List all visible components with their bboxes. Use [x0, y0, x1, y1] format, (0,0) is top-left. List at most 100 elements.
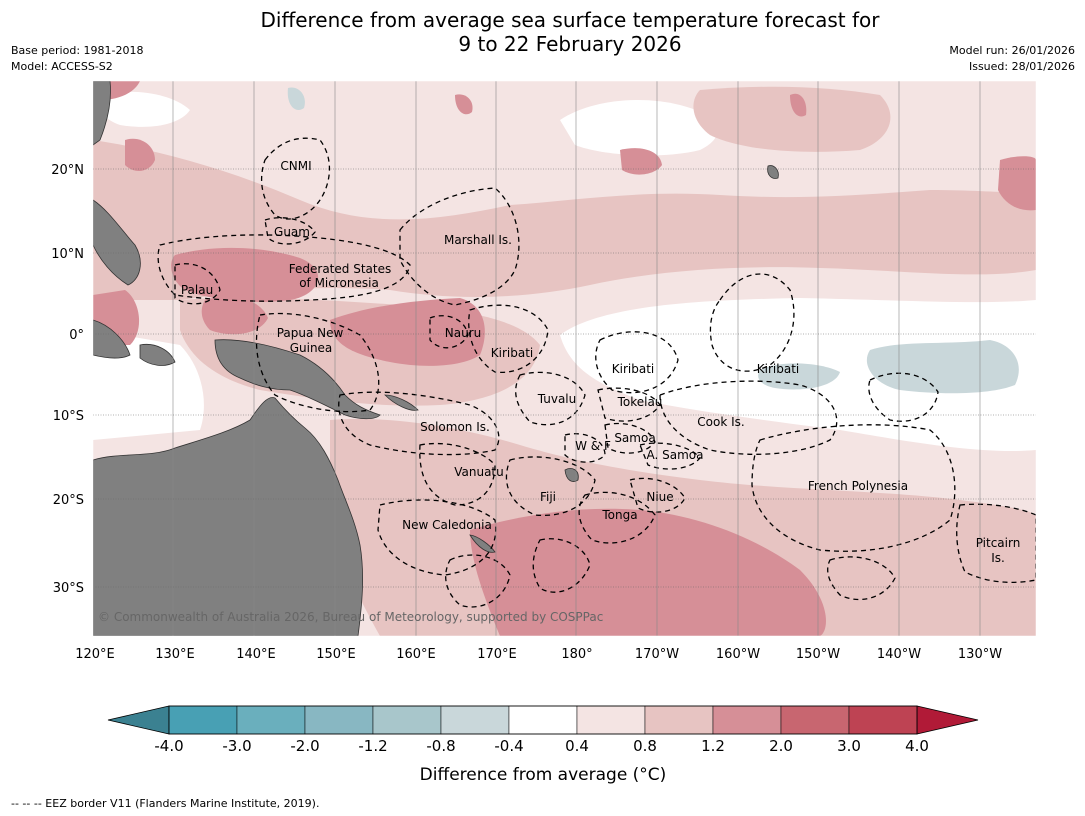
- neutral-region-north: [560, 100, 718, 156]
- label-solomon: Solomon Is.: [420, 420, 490, 434]
- eez-tonga: [578, 491, 656, 544]
- label-samoa: Samoa: [614, 431, 655, 445]
- eez-footnote: -- -- -- EEZ border V11 (Flanders Marine…: [11, 797, 320, 810]
- eez-kiribati-e: [709, 273, 795, 372]
- colorbar-cell: [440, 705, 510, 735]
- colorbar-cell: [168, 705, 238, 735]
- philippines-land: [93, 199, 141, 286]
- colorbar-tick: -2.0: [290, 737, 319, 755]
- eez-pitcairn-south: [827, 556, 896, 601]
- label-vanuatu: Vanuatu: [454, 465, 504, 479]
- model-name: Model: ACCESS-S2: [11, 60, 113, 73]
- lon-tick-160w: 160°W: [716, 647, 760, 662]
- graticule: [172, 81, 981, 636]
- colorbar-cell: [848, 705, 918, 735]
- colorbar-under-arrow: [107, 705, 170, 735]
- lon-tick-130w: 130°W: [958, 647, 1002, 662]
- colorbar-cell: [304, 705, 374, 735]
- colorbar-tick: 2.0: [769, 737, 793, 755]
- label-cnmi: CNMI: [280, 159, 311, 173]
- label-wf: W & F: [575, 439, 611, 453]
- strong-warm-ne: [998, 156, 1036, 211]
- colorbar-cell: [712, 705, 782, 735]
- eez-newcal: [377, 499, 497, 576]
- label-fsm-1: Federated States: [289, 262, 391, 276]
- copyright-text: © Commonwealth of Australia 2026, Bureau…: [98, 610, 603, 624]
- new-guinea-land: [214, 339, 381, 420]
- colorbar-tick: -0.8: [426, 737, 455, 755]
- label-kiribati-e: Kiribati: [757, 362, 799, 376]
- label-cook: Cook Is.: [697, 415, 744, 429]
- strong-warm-n4: [790, 93, 807, 117]
- model-run: Model run: 26/01/2026: [949, 44, 1075, 57]
- eez-fiji: [505, 456, 596, 517]
- indonesia-land: [93, 319, 131, 359]
- eez-marshall: [399, 187, 520, 306]
- lon-tick-140e: 140°E: [236, 647, 276, 662]
- label-marshall: Marshall Is.: [444, 233, 512, 247]
- eez-vanuatu: [419, 442, 496, 506]
- label-palau: Palau: [181, 283, 213, 297]
- sulawesi-land: [139, 343, 176, 366]
- lon-tick-170w: 170°W: [635, 647, 679, 662]
- lon-tick-150w: 150°W: [796, 647, 840, 662]
- colorbar-outline: [168, 705, 918, 735]
- lon-tick-120e: 120°E: [75, 647, 115, 662]
- eez-tokelau: [597, 387, 661, 422]
- warm-region-ne: [693, 86, 891, 152]
- lat-tick-20n: 20°N: [51, 163, 84, 178]
- label-niue: Niue: [646, 490, 673, 504]
- lat-tick-10n: 10°N: [51, 247, 84, 262]
- region-labels: CNMI Guam Marshall Is. Federated States …: [181, 159, 1020, 565]
- eez-cook: [659, 380, 838, 455]
- neutral-region-nw: [98, 91, 190, 127]
- lon-tick-180: 180°: [561, 647, 592, 662]
- colorbar-tick: 4.0: [905, 737, 929, 755]
- label-asamoa: A. Samoa: [647, 448, 704, 462]
- cool-region-east: [866, 340, 1019, 394]
- label-nauru: Nauru: [445, 326, 481, 340]
- eez-asamoa: [639, 442, 701, 470]
- eez-kermadec: [532, 538, 591, 593]
- strong-warm-micronesia: [171, 247, 319, 302]
- colorbar-cell: [576, 705, 646, 735]
- map-area: CNMI Guam Marshall Is. Federated States …: [93, 81, 1036, 636]
- colorbar-cells: [168, 705, 918, 735]
- label-guam: Guam: [274, 225, 310, 239]
- new-caledonia-land: [469, 534, 496, 553]
- label-tokelau: Tokelau: [617, 395, 663, 409]
- colorbar-tick: -4.0: [154, 737, 183, 755]
- meta-right: Model run: 26/01/2026 Issued: 28/01/2026: [949, 43, 1075, 75]
- label-kiribati-c: Kiribati: [612, 362, 654, 376]
- colorbar: -4.0 -3.0 -2.0 -1.2 -0.8 -0.4 0.4 0.8 1.…: [107, 705, 979, 785]
- lat-tick-0: 0°: [69, 328, 84, 343]
- eez-fsm: [157, 234, 411, 302]
- colorbar-over-arrow: [916, 705, 979, 735]
- eez-french-polynesia: [751, 424, 956, 552]
- title-line-2: 9 to 22 February 2026: [458, 32, 682, 56]
- colorbar-tick: 3.0: [837, 737, 861, 755]
- colorbar-ticks: -4.0 -3.0 -2.0 -1.2 -0.8 -0.4 0.4 0.8 1.…: [154, 737, 929, 755]
- eez-wf: [564, 433, 606, 463]
- eez-tasman: [445, 554, 511, 608]
- colorbar-cell: [644, 705, 714, 735]
- chart-title: Difference from average sea surface temp…: [0, 8, 1085, 56]
- colorbar-cell: [508, 705, 578, 735]
- lon-axis: 120°E 130°E 140°E 150°E 160°E 170°E 180°…: [75, 647, 1002, 662]
- solomon-land: [384, 394, 419, 411]
- colorbar-cell: [236, 705, 306, 735]
- eez-png: [255, 312, 380, 413]
- title-line-1: Difference from average sea surface temp…: [260, 8, 880, 32]
- lat-tick-30s: 30°S: [53, 581, 84, 596]
- eez-palau: [174, 263, 221, 305]
- eez-niue: [629, 477, 686, 513]
- strong-warm-n3: [455, 94, 473, 115]
- label-french-polynesia: French Polynesia: [808, 479, 908, 493]
- eez-borders: [157, 137, 1036, 608]
- eez-tuvalu: [515, 371, 586, 426]
- lon-tick-150e: 150°E: [316, 647, 356, 662]
- eez-guam: [264, 217, 316, 245]
- label-png-1: Papua New: [277, 326, 344, 340]
- colorbar-cell: [372, 705, 442, 735]
- colorbar-tick: 0.8: [633, 737, 657, 755]
